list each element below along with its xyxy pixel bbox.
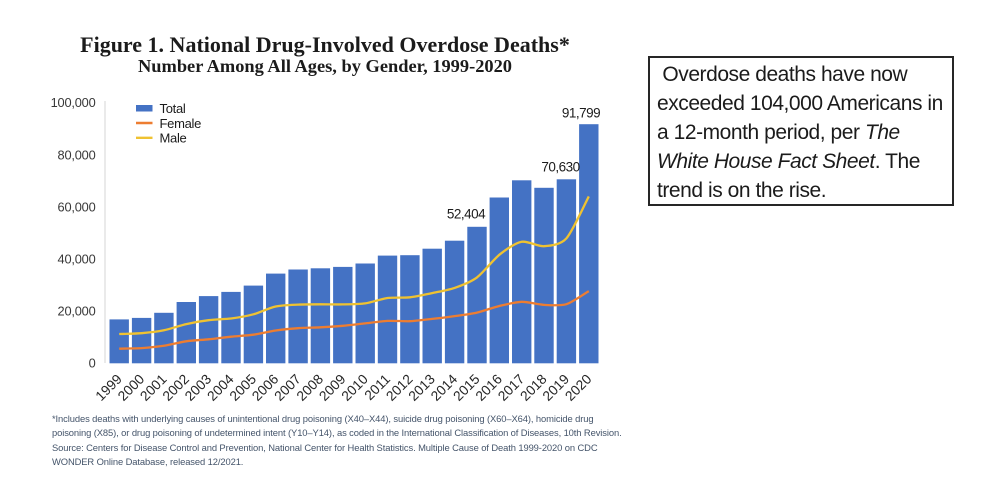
svg-text:Female: Female [160,116,202,131]
svg-text:80,000: 80,000 [58,147,96,162]
svg-text:2020: 2020 [562,371,595,404]
svg-text:52,404: 52,404 [447,207,486,222]
svg-text:60,000: 60,000 [58,199,96,214]
svg-text:100,000: 100,000 [51,95,96,110]
svg-text:40,000: 40,000 [58,252,96,267]
svg-text:0: 0 [89,356,96,371]
svg-text:20,000: 20,000 [58,304,96,319]
svg-text:70,630: 70,630 [541,160,579,175]
svg-text:Male: Male [160,131,187,146]
svg-text:Total: Total [160,101,186,116]
svg-text:91,799: 91,799 [562,106,600,121]
